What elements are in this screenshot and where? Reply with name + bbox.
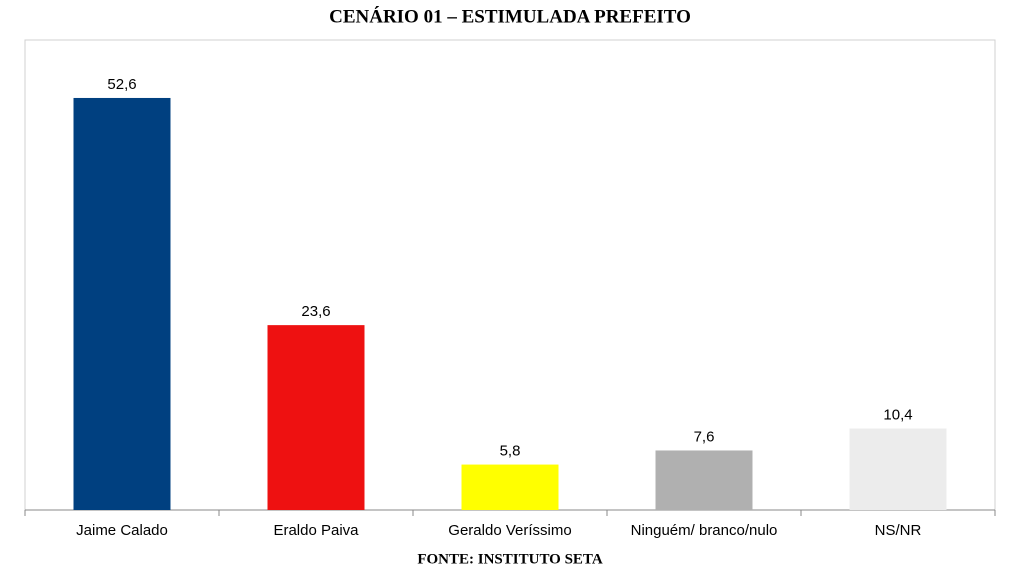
bar <box>73 97 171 510</box>
value-label: 5,8 <box>500 443 521 460</box>
x-tick-label: Eraldo Paiva <box>273 522 359 539</box>
value-label: 10,4 <box>883 407 912 424</box>
value-label: 7,6 <box>694 428 715 445</box>
x-tick-label: Ninguém/ branco/nulo <box>631 522 778 539</box>
x-tick-label: NS/NR <box>875 522 922 539</box>
value-label: 52,6 <box>107 76 136 93</box>
value-label: 23,6 <box>301 303 330 320</box>
bar <box>267 325 365 510</box>
x-tick-label: Jaime Calado <box>76 522 168 539</box>
chart-title: CENÁRIO 01 – ESTIMULADA PREFEITO <box>329 5 691 27</box>
bar <box>655 450 753 510</box>
source-note: FONTE: INSTITUTO SETA <box>417 551 602 567</box>
bar <box>461 464 559 510</box>
bar <box>849 428 947 510</box>
x-tick-label: Geraldo Veríssimo <box>448 522 571 539</box>
